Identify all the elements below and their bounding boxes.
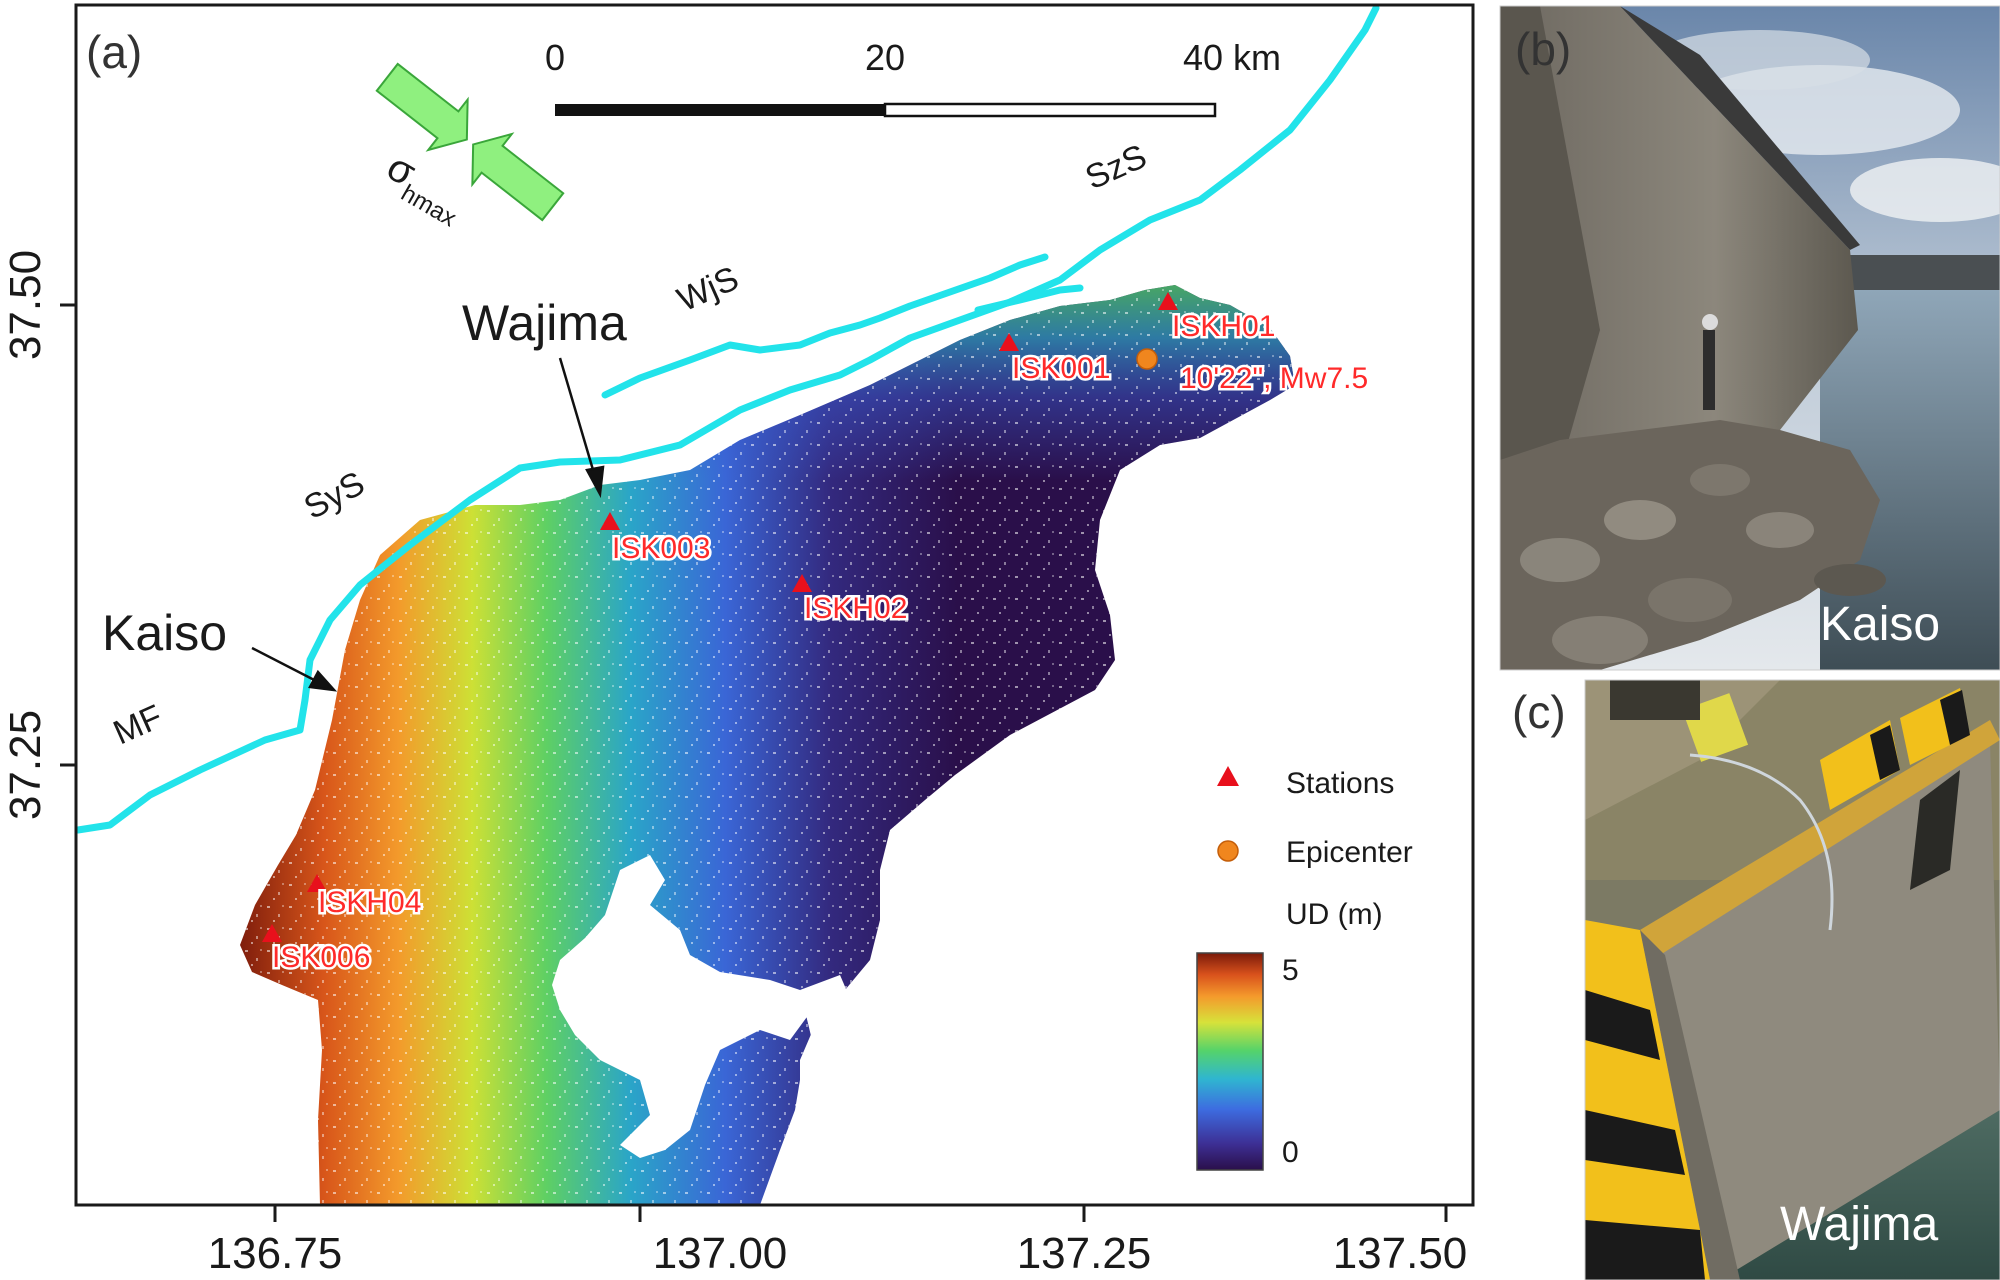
lon-tick-label: 137.25 [1017, 1229, 1152, 1278]
colorbar-min-label: 0 [1282, 1136, 1299, 1169]
photo-caption-kaiso: Kaiso [1820, 598, 1940, 651]
scale-label: 40 km [1183, 37, 1281, 78]
lon-tick-label: 137.00 [653, 1229, 788, 1278]
wajima-photo [1585, 680, 2000, 1280]
panel-label-b: (b) [1515, 23, 1571, 75]
station-label: ISKH02 [804, 592, 907, 625]
wajima-arrow [558, 357, 605, 499]
epicenter-label: 10'22", Mw7.5 [1180, 362, 1368, 395]
panel-label-c: (c) [1512, 686, 1566, 738]
station-label: ISKH01 [1172, 310, 1275, 343]
wajima-photo-panel: (c) Wajima [1512, 679, 2000, 1280]
scale-label: 0 [545, 37, 565, 78]
panel-label-a: (a) [86, 26, 142, 78]
person [1703, 330, 1715, 410]
place-label-wajima: Wajima [462, 295, 627, 351]
nanao-bay-gap [552, 855, 812, 1158]
fault-label-wjs: WjS [672, 259, 744, 319]
kaiso-arrow [251, 646, 338, 692]
decorrelation-speckle [240, 285, 1295, 1205]
kaiso-photo [1500, 6, 2000, 670]
station-marker [307, 874, 327, 892]
lon-tick-label: 136.75 [208, 1229, 343, 1278]
fault-label-sys: SyS [298, 464, 371, 527]
legend-station-icon [1217, 766, 1239, 786]
stress-direction-icon [375, 62, 565, 222]
eastern-bay-gap [800, 975, 855, 1045]
scale-label: 20 [865, 37, 905, 78]
station-marker [1158, 292, 1178, 310]
fault-szs-segment [974, 284, 1084, 314]
stress-label: σhmax [375, 145, 474, 233]
station-marker [792, 574, 812, 592]
station-label: ISKH04 [318, 886, 421, 919]
station-label: ISK006 [272, 941, 370, 974]
place-label-kaiso: Kaiso [102, 605, 227, 661]
lat-tick-label: 37.25 [1, 710, 50, 820]
station-label: ISK001 [1012, 352, 1110, 385]
sigma-subscript: hmax [396, 180, 460, 233]
lon-tick-label: 137.50 [1333, 1229, 1468, 1278]
fault-wjs [601, 253, 1049, 399]
fault-label-szs: SzS [1080, 137, 1152, 197]
colorbar [1196, 952, 1264, 1171]
fault-mf-sys [74, 4, 1380, 834]
colorbar-title: UD (m) [1286, 898, 1383, 931]
kaiso-photo-panel: (b) Kaiso [1499, 5, 2000, 671]
scale-bar: 0 20 40 km [545, 37, 1281, 118]
colorbar-max-label: 5 [1282, 954, 1299, 987]
photo-caption-wajima: Wajima [1780, 1198, 1939, 1251]
fault-label-mf: MF [108, 698, 168, 753]
legend-epicenter-icon [1217, 840, 1239, 862]
map-frame [74, 3, 1475, 1207]
station-marker [999, 333, 1019, 351]
station-label: ISK003 [612, 532, 710, 565]
uplift-map-panel: 136.75 137.00 137.25 137.50 37.50 37.25 … [1, 3, 1475, 1278]
svg-text:σhmax: σhmax [375, 145, 474, 233]
legend-epicenter-label: Epicenter [1286, 836, 1413, 869]
station-marker [262, 924, 282, 942]
legend-stations-label: Stations [1286, 767, 1394, 800]
station-marker [600, 512, 620, 530]
fault-traces [74, 4, 1380, 834]
epicenter-marker [1136, 348, 1158, 370]
axis-ticks [60, 303, 1448, 1222]
lat-tick-label: 37.50 [1, 250, 50, 360]
stations [262, 292, 1178, 942]
legend: Stations Epicenter UD (m) 5 0 [1196, 766, 1413, 1171]
